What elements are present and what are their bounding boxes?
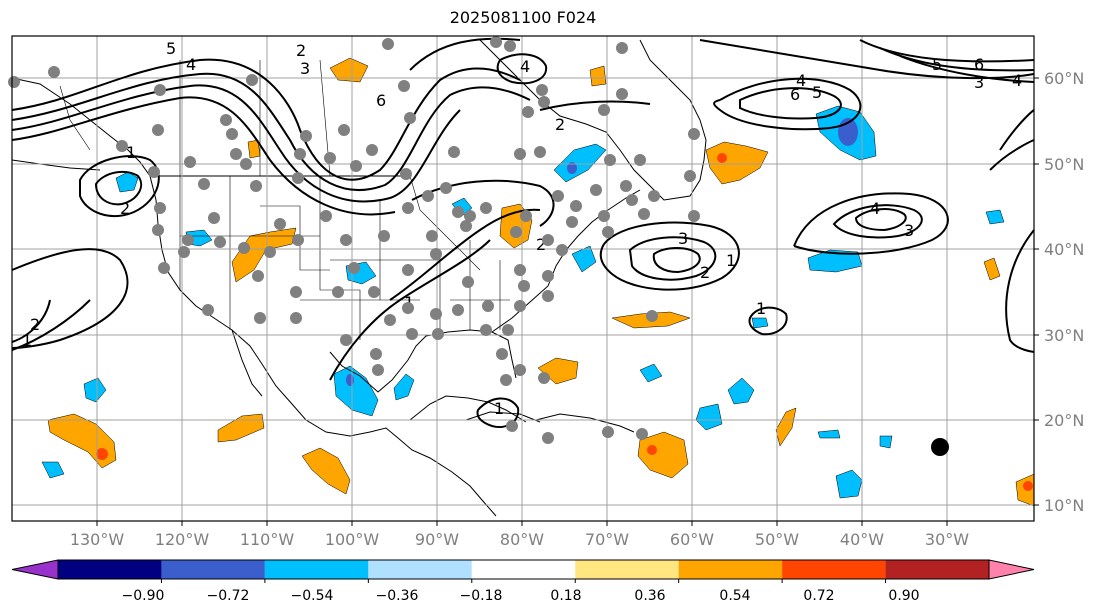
contour-label: 6 [376, 91, 386, 110]
longitude-label: 50°W [755, 530, 799, 549]
latitude-label: 30°N [1044, 326, 1084, 345]
contour-label: 4 [186, 55, 196, 74]
colorbar-tick-label: −0.18 [460, 588, 503, 604]
contour-label: 3 [974, 73, 984, 92]
colorbar-segment [575, 560, 679, 579]
contour-label: 4 [870, 199, 880, 218]
colorbar [11, 559, 1035, 583]
colorbar-segment [678, 560, 783, 579]
lon-ticks [96, 521, 948, 526]
strong-positive-spots [96, 153, 1033, 491]
graticule [12, 36, 1034, 521]
contour-label: 5 [932, 55, 942, 74]
longitude-labels: 130°W 120°W 110°W 100°W 90°W 80°W 70°W 6… [70, 530, 969, 549]
longitude-label: 40°W [840, 530, 884, 549]
colorbar-tick-label: 0.54 [719, 588, 750, 604]
latitude-label: 20°N [1044, 411, 1084, 430]
contour-label-group: 5 4 2 3 6 2 4 1 2 1 2 3 2 1 1 4 3 6 5 4 … [22, 39, 1022, 418]
contour-label: 3 [678, 229, 688, 248]
colorbar-segment [368, 560, 472, 579]
contour-label: 6 [790, 85, 800, 104]
contour-label: 6 [974, 55, 984, 74]
contour-label: 5 [812, 83, 822, 102]
colorbar-segment [471, 560, 576, 579]
colorbar-segment [161, 560, 265, 579]
contour-label: 4 [520, 57, 530, 76]
colorbar-arrow-high [988, 559, 1035, 580]
colorbar-outline [57, 559, 990, 580]
latitude-label: 60°N [1044, 69, 1084, 88]
colorbar-segment [264, 560, 369, 579]
colorbar-tick-labels: −0.90 −0.72 −0.54 −0.36 −0.18 0.18 0.36 … [122, 588, 920, 604]
contour-label: 2 [120, 199, 130, 218]
longitude-label: 80°W [500, 530, 544, 549]
contour-label: 3 [300, 59, 310, 78]
map-title: 2025081100 F024 [449, 8, 597, 27]
latitude-label: 10°N [1044, 496, 1084, 515]
colorbar-segment [885, 560, 989, 579]
colorbar-tick-label: −0.90 [122, 588, 165, 604]
contour-label: 2 [30, 315, 40, 334]
longitude-label: 120°W [155, 530, 210, 549]
longitude-label: 70°W [585, 530, 629, 549]
longitude-label: 30°W [925, 530, 969, 549]
contour-label: 1 [22, 331, 32, 350]
contour-lines [11, 37, 1035, 428]
colorbar-segment [58, 560, 162, 579]
colorbar-arrow-low [11, 559, 59, 580]
colorbar-tick-label: 0.90 [888, 588, 919, 604]
colorbar-tick-label: −0.72 [207, 588, 250, 604]
contour-label: 5 [166, 39, 176, 58]
longitude-label: 60°W [670, 530, 714, 549]
map-frame [11, 35, 1035, 522]
contour-label: 3 [904, 221, 914, 240]
contour-label: 1 [756, 299, 766, 318]
contour-label: 4 [796, 71, 806, 90]
contour-label: 1 [726, 251, 736, 270]
contour-label: 4 [1012, 71, 1022, 90]
station-dots [8, 36, 700, 444]
longitude-label: 90°W [415, 530, 459, 549]
contour-label: 1 [494, 399, 504, 418]
latitude-label: 50°N [1044, 155, 1084, 174]
longitude-label: 100°W [325, 530, 380, 549]
contour-label: 1 [126, 143, 136, 162]
colorbar-tick-label: −0.36 [376, 588, 419, 604]
colorbar-segment [782, 560, 886, 579]
colorbar-tick-label: 0.18 [550, 588, 581, 604]
contour-label: 2 [700, 263, 710, 282]
colorbar-tick-label: 0.36 [634, 588, 665, 604]
contour-label: 2 [296, 41, 306, 60]
colorbar-tick-label: 0.72 [803, 588, 834, 604]
latitude-labels: 60°N 50°N 40°N 30°N 20°N 10°N [1044, 69, 1084, 515]
longitude-label: 130°W [70, 530, 125, 549]
lat-ticks [1034, 77, 1039, 506]
colorbar-tick-label: −0.54 [291, 588, 334, 604]
contour-label: 2 [555, 115, 565, 134]
longitude-label: 110°W [240, 530, 295, 549]
latitude-label: 40°N [1044, 240, 1084, 259]
black-marker-dot [931, 438, 949, 456]
contour-label: 2 [536, 235, 546, 254]
